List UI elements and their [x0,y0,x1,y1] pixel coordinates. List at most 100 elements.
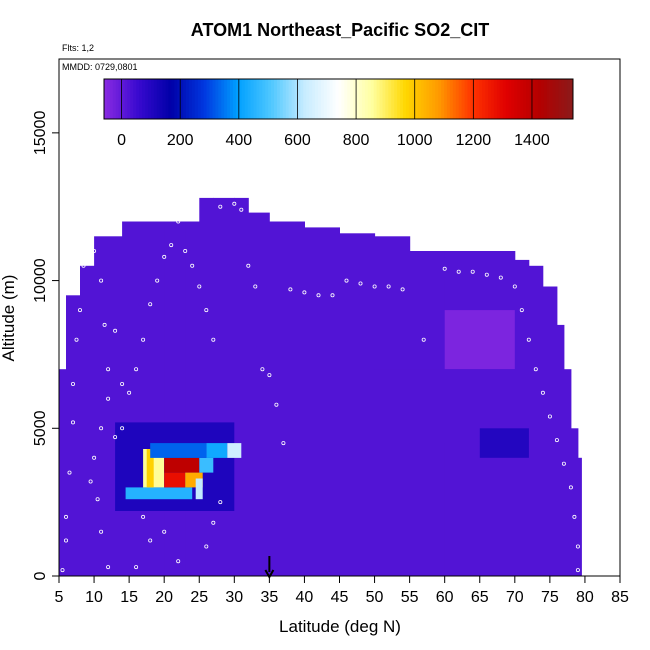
flight-point [134,565,139,570]
x-tick-label: 40 [296,589,314,606]
colorbar-gradient [103,78,574,120]
colorbar-step [162,79,166,119]
flight-point [74,337,79,342]
colorbar-step [265,79,269,119]
colorbar-step [444,79,448,119]
colorbar-step [309,79,313,119]
so2-cell [164,472,186,488]
colorbar-step [118,79,122,119]
flight-point [526,337,531,342]
colorbar-step [312,79,316,119]
flight-point [239,207,244,212]
colorbar-step [350,79,354,119]
flight-point [99,426,104,431]
flight-point [162,254,167,259]
y-tick-label: 10000 [32,258,49,303]
flight-point [204,544,209,549]
colorbar-step [332,79,336,119]
x-tick-label: 70 [506,589,524,606]
flight-point [575,568,580,573]
colorbar-step [147,79,152,119]
flight-point [260,367,265,372]
plot-area [58,58,621,577]
flight-point [211,337,216,342]
colorbar-step [253,79,257,119]
x-tick-label: 15 [120,589,138,606]
flight-point [113,435,118,440]
flight-point [92,455,97,460]
flight-point [386,284,391,289]
colorbar-step [241,79,246,119]
y-axis: 0 5000 10000 15000 [32,111,60,580]
y-tick-label: 0 [32,571,49,580]
colorbar-step [338,79,342,119]
colorbar-step [104,79,108,119]
colorbar-tick-label: 400 [225,132,252,149]
colorbar-step [329,79,334,119]
colorbar-step [106,79,111,119]
flight-point [218,204,223,209]
colorbar-step [247,79,251,119]
flight-point [176,559,181,564]
colorbar-step [250,79,254,119]
flight-point [372,284,377,289]
colorbar-step [549,79,553,119]
colorbar-ticks: 0 200 400 600 800 1000 1200 1400 [117,79,550,149]
colorbar-step [414,79,419,119]
colorbar-step [461,79,465,119]
flight-point [95,497,100,502]
flight-point [102,322,107,327]
colorbar-step [139,79,143,119]
colorbar-step [232,79,237,119]
so2-curtain [59,197,582,577]
flight-point [572,514,577,519]
x-tick-label: 10 [85,589,103,606]
colorbar-step [426,79,430,119]
colorbar-step [177,79,181,119]
flight-point [106,367,111,372]
colorbar-step [294,79,298,119]
colorbar-step [496,79,501,119]
flight-point [127,390,132,395]
flight-point [64,514,69,519]
flight-point [120,381,125,386]
colorbar-step [441,79,445,119]
colorbar-step [259,79,263,119]
x-tick-label: 30 [225,589,243,606]
flight-point [498,275,503,280]
curtain-column [339,233,376,577]
flight-point [568,485,573,490]
colorbar-step [335,79,339,119]
flight-point [253,284,258,289]
flight-point [547,414,552,419]
curtain-column [269,221,305,576]
colorbar-step [218,79,222,119]
dates-label: MMDD: 0729,0801 [62,62,138,72]
curtain-column [66,295,81,576]
x-tick-label: 50 [366,589,384,606]
colorbar-step [306,79,310,119]
curtain-column [542,286,558,576]
flight-point [267,373,272,378]
flight-point [554,438,559,443]
colorbar-step [174,79,178,119]
flight-point [141,337,146,342]
colorbar-step [555,79,559,119]
colorbar-step [564,79,568,119]
flight-point [344,278,349,283]
colorbar-step [520,79,524,119]
so2-cell [479,428,529,458]
colorbar-step [200,79,205,119]
curtain-column [164,221,186,576]
so2-cell [444,310,515,370]
colorbar-step [130,79,134,119]
colorbar-step [473,79,477,119]
colorbar-step [288,79,292,119]
colorbar-step [194,79,199,119]
flight-point [162,529,167,534]
colorbar-step [508,79,512,119]
flight-point [148,538,153,543]
colorbar-step [142,79,146,119]
colorbar-step [279,79,284,119]
so2-cell [227,443,242,458]
